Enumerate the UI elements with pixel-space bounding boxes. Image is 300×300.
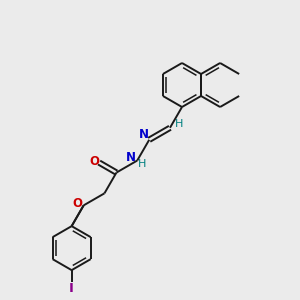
Text: I: I bbox=[69, 282, 74, 295]
Text: H: H bbox=[175, 119, 183, 129]
Text: N: N bbox=[139, 128, 149, 141]
Text: N: N bbox=[126, 151, 136, 164]
Text: H: H bbox=[138, 159, 146, 169]
Text: O: O bbox=[89, 155, 99, 168]
Text: O: O bbox=[73, 197, 82, 210]
